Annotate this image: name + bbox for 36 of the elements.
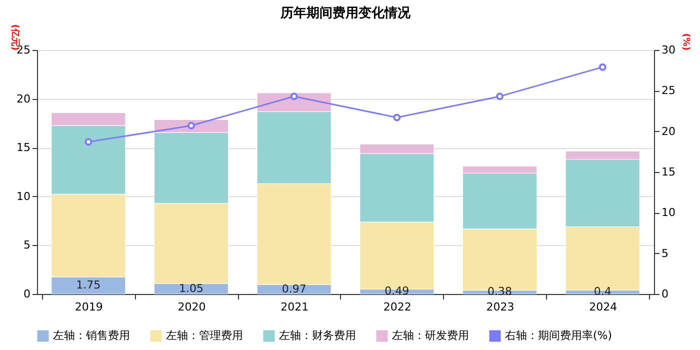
chart-title: 历年期间费用变化情况	[280, 4, 412, 21]
y-axis-title: (亿元)	[10, 24, 21, 50]
point	[598, 63, 606, 71]
legend-label: 左轴：管理费用	[166, 329, 243, 342]
point	[290, 92, 298, 100]
data-label: 1.75	[76, 278, 101, 292]
data-label: 0.49	[384, 284, 410, 298]
y2-tick-label: 10	[662, 206, 676, 220]
legend-label: 左轴：研发费用	[392, 329, 469, 342]
y2-tick-label: 30	[662, 44, 676, 56]
point	[84, 138, 92, 146]
y-tick-label: 20	[16, 92, 30, 106]
x-tick-label: 2019	[74, 300, 103, 314]
legend-label: 右轴：期间费用率(%)	[505, 329, 612, 342]
y-tick-label: 15	[16, 141, 30, 154]
y-tick-label: 0	[24, 288, 30, 300]
y2-tick-label: 5	[662, 246, 668, 260]
data-label: 0.97	[282, 282, 306, 296]
y2-tick-label: 20	[662, 124, 676, 138]
point	[496, 92, 504, 100]
y2-axis-title: (%)	[680, 33, 690, 50]
point	[188, 122, 195, 130]
y-tick-label: 10	[16, 190, 30, 203]
y2-tick-label: 25	[662, 84, 676, 98]
x-tick-label: 2020	[178, 300, 206, 314]
legend-label: 左轴：财务费用	[279, 329, 356, 342]
x-tick-label: 2021	[280, 300, 309, 314]
x-tick-label: 2023	[486, 300, 514, 314]
x-tick-label: 2022	[383, 300, 412, 314]
y2-tick-label: 0	[662, 288, 668, 300]
y2-tick-label: 15	[662, 166, 676, 178]
data-label: 1.05	[179, 282, 204, 295]
point	[393, 114, 401, 122]
y-tick-label: 5	[24, 238, 30, 252]
x-tick-label: 2024	[589, 300, 618, 314]
legend-label: 左轴：销售费用	[53, 329, 130, 342]
